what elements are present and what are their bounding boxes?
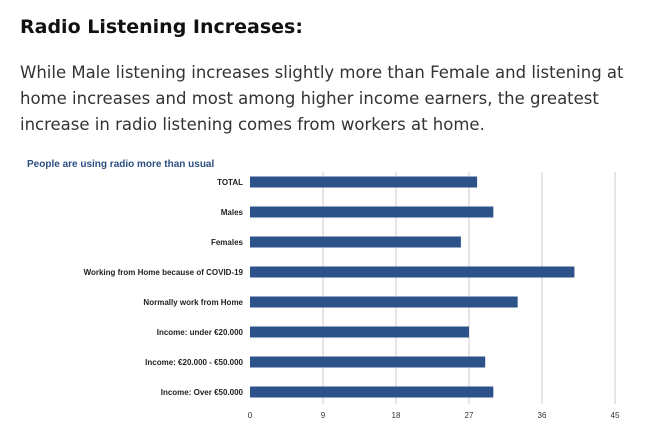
chart-title: People are using radio more than usual: [27, 159, 214, 170]
category-label: Males: [221, 208, 244, 217]
bar: [250, 326, 469, 338]
bar: [250, 266, 575, 278]
category-label: Income: under €20.000: [157, 328, 244, 337]
intro-paragraph: While Male listening increases slightly …: [20, 63, 624, 134]
category-label: Income: Over €50.000: [161, 388, 244, 397]
bar: [250, 296, 518, 308]
x-tick-label: 0: [248, 411, 253, 420]
x-tick-label: 45: [611, 411, 620, 420]
category-label: Working from Home because of COVID-19: [84, 268, 244, 277]
x-tick-label: 18: [392, 411, 401, 420]
category-label: Normally work from Home: [143, 298, 243, 307]
x-tick-label: 9: [321, 411, 326, 420]
category-label: TOTAL: [217, 178, 243, 187]
page-heading: Radio Listening Increases:: [20, 16, 303, 38]
x-tick-label: 27: [465, 411, 474, 420]
category-labels: TOTAL Males Females Working from Home becau…: [84, 178, 244, 397]
bar-chart: People are using radio more than usual T…: [27, 159, 620, 420]
bar: [250, 236, 461, 248]
bar: [250, 176, 478, 188]
bar: [250, 206, 494, 218]
x-tick-label: 36: [538, 411, 547, 420]
bar: [250, 356, 486, 368]
x-axis-ticks: 0 9 18 27 36 45: [248, 411, 620, 420]
bar: [250, 386, 494, 398]
category-label: Income: €20.000 - €50.000: [145, 358, 243, 367]
category-label: Females: [211, 238, 244, 247]
bars: [250, 176, 575, 398]
